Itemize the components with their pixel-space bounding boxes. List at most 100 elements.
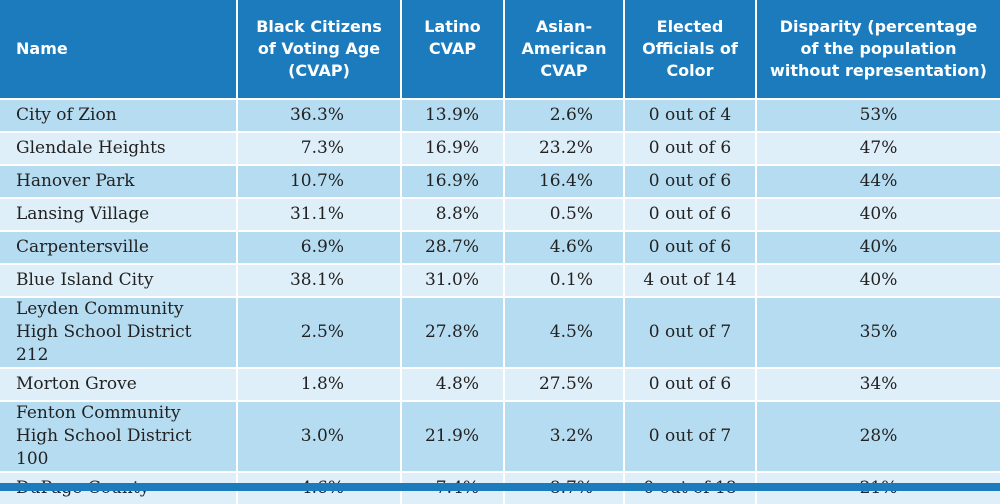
name-line: City of Zion <box>16 105 117 125</box>
cell-asian-cvap: 0.5% <box>505 197 625 230</box>
cell-disparity: 40% <box>757 263 1000 296</box>
table-row: Lansing Village 31.1% 8.8% 0.5% 0 out of… <box>0 197 1000 230</box>
cell-asian-cvap: 16.4% <box>505 164 625 197</box>
cell-name: Lansing Village <box>0 197 238 230</box>
name-line: Fenton Community <box>16 403 181 423</box>
cell-black-cvap: 7.3% <box>238 131 402 164</box>
cell-elected-officials: 0 out of 6 <box>625 164 757 197</box>
name-line: Leyden Community <box>16 299 184 319</box>
cell-elected-officials: 0 out of 6 <box>625 131 757 164</box>
header-row: Name Black Citizens of Voting Age (CVAP)… <box>0 0 1000 98</box>
cell-elected-officials: 0 out of 7 <box>625 296 757 367</box>
cell-name: Hanover Park <box>0 164 238 197</box>
header-line: without representation) <box>770 61 987 80</box>
name-line: High School District 100 <box>16 426 192 469</box>
header-line: of the population <box>800 39 957 58</box>
cell-black-cvap: 36.3% <box>238 98 402 131</box>
header-line: (CVAP) <box>288 61 350 80</box>
cell-disparity: 28% <box>757 400 1000 471</box>
cell-black-cvap: 31.1% <box>238 197 402 230</box>
cell-elected-officials: 4 out of 14 <box>625 263 757 296</box>
cell-asian-cvap: 2.6% <box>505 98 625 131</box>
header-elected-officials: Elected Officials of Color <box>625 0 757 98</box>
cell-name: Fenton Community High School District 100 <box>0 400 238 471</box>
cell-latino-cvap: 27.8% <box>402 296 505 367</box>
cell-latino-cvap: 13.9% <box>402 98 505 131</box>
cell-black-cvap: 10.7% <box>238 164 402 197</box>
name-line: Morton Grove <box>16 374 137 394</box>
cell-elected-officials: 0 out of 6 <box>625 230 757 263</box>
cell-name: Morton Grove <box>0 367 238 400</box>
header-name-text: Name <box>16 39 68 58</box>
cell-asian-cvap: 4.6% <box>505 230 625 263</box>
cell-disparity: 53% <box>757 98 1000 131</box>
table-row: Morton Grove 1.8% 4.8% 27.5% 0 out of 6 … <box>0 367 1000 400</box>
cell-disparity: 44% <box>757 164 1000 197</box>
cell-asian-cvap: 4.5% <box>505 296 625 367</box>
cell-disparity: 34% <box>757 367 1000 400</box>
header-latino-cvap: Latino CVAP <box>402 0 505 98</box>
cell-black-cvap: 1.8% <box>238 367 402 400</box>
name-line: Blue Island City <box>16 270 154 290</box>
name-line: Carpentersville <box>16 237 149 257</box>
table-row: Carpentersville 6.9% 28.7% 4.6% 0 out of… <box>0 230 1000 263</box>
table-body: City of Zion 36.3% 13.9% 2.6% 0 out of 4… <box>0 98 1000 504</box>
header-line: CVAP <box>540 61 588 80</box>
cell-elected-officials: 0 out of 6 <box>625 197 757 230</box>
cell-black-cvap: 38.1% <box>238 263 402 296</box>
name-line: High School District 212 <box>16 322 192 365</box>
cell-black-cvap: 6.9% <box>238 230 402 263</box>
cell-disparity: 40% <box>757 197 1000 230</box>
header-line: Latino <box>424 17 481 36</box>
header-asian-cvap: Asian- American CVAP <box>505 0 625 98</box>
cell-name: Leyden Community High School District 212 <box>0 296 238 367</box>
header-line: Officials of <box>642 39 738 58</box>
cell-latino-cvap: 8.8% <box>402 197 505 230</box>
header-name: Name <box>0 0 238 98</box>
cell-black-cvap: 2.5% <box>238 296 402 367</box>
table-row: Blue Island City 38.1% 31.0% 0.1% 4 out … <box>0 263 1000 296</box>
header-disparity: Disparity (percentage of the population … <box>757 0 1000 98</box>
cell-latino-cvap: 28.7% <box>402 230 505 263</box>
header-black-cvap: Black Citizens of Voting Age (CVAP) <box>238 0 402 98</box>
cell-disparity: 47% <box>757 131 1000 164</box>
table-row: Fenton Community High School District 100… <box>0 400 1000 471</box>
table-row: Hanover Park 10.7% 16.9% 16.4% 0 out of … <box>0 164 1000 197</box>
cell-disparity: 40% <box>757 230 1000 263</box>
cell-elected-officials: 0 out of 6 <box>625 367 757 400</box>
bottom-accent-bar <box>0 483 1000 491</box>
cell-asian-cvap: 3.2% <box>505 400 625 471</box>
cell-name: City of Zion <box>0 98 238 131</box>
header-line: CVAP <box>428 39 477 58</box>
header-line: Disparity (percentage <box>779 17 978 36</box>
table-row: Leyden Community High School District 212… <box>0 296 1000 367</box>
cell-disparity: 35% <box>757 296 1000 367</box>
header-line: Color <box>666 61 714 80</box>
name-line: Hanover Park <box>16 171 135 191</box>
cell-elected-officials: 0 out of 7 <box>625 400 757 471</box>
table-row: City of Zion 36.3% 13.9% 2.6% 0 out of 4… <box>0 98 1000 131</box>
header-line: Black Citizens <box>256 17 382 36</box>
name-line: Lansing Village <box>16 204 150 224</box>
cell-latino-cvap: 31.0% <box>402 263 505 296</box>
cell-name: Blue Island City <box>0 263 238 296</box>
header-line: Elected <box>656 17 724 36</box>
name-line: Glendale Heights <box>16 138 166 158</box>
cell-latino-cvap: 21.9% <box>402 400 505 471</box>
cell-latino-cvap: 16.9% <box>402 164 505 197</box>
table-row: Glendale Heights 7.3% 16.9% 23.2% 0 out … <box>0 131 1000 164</box>
cell-asian-cvap: 27.5% <box>505 367 625 400</box>
cell-black-cvap: 3.0% <box>238 400 402 471</box>
header-line: Asian- <box>535 17 593 36</box>
cell-name: Carpentersville <box>0 230 238 263</box>
cell-elected-officials: 0 out of 4 <box>625 98 757 131</box>
table-header: Name Black Citizens of Voting Age (CVAP)… <box>0 0 1000 98</box>
header-line: of Voting Age <box>257 39 381 58</box>
cell-name: Glendale Heights <box>0 131 238 164</box>
cell-asian-cvap: 23.2% <box>505 131 625 164</box>
cell-latino-cvap: 16.9% <box>402 131 505 164</box>
cell-asian-cvap: 0.1% <box>505 263 625 296</box>
header-line: American <box>521 39 607 58</box>
